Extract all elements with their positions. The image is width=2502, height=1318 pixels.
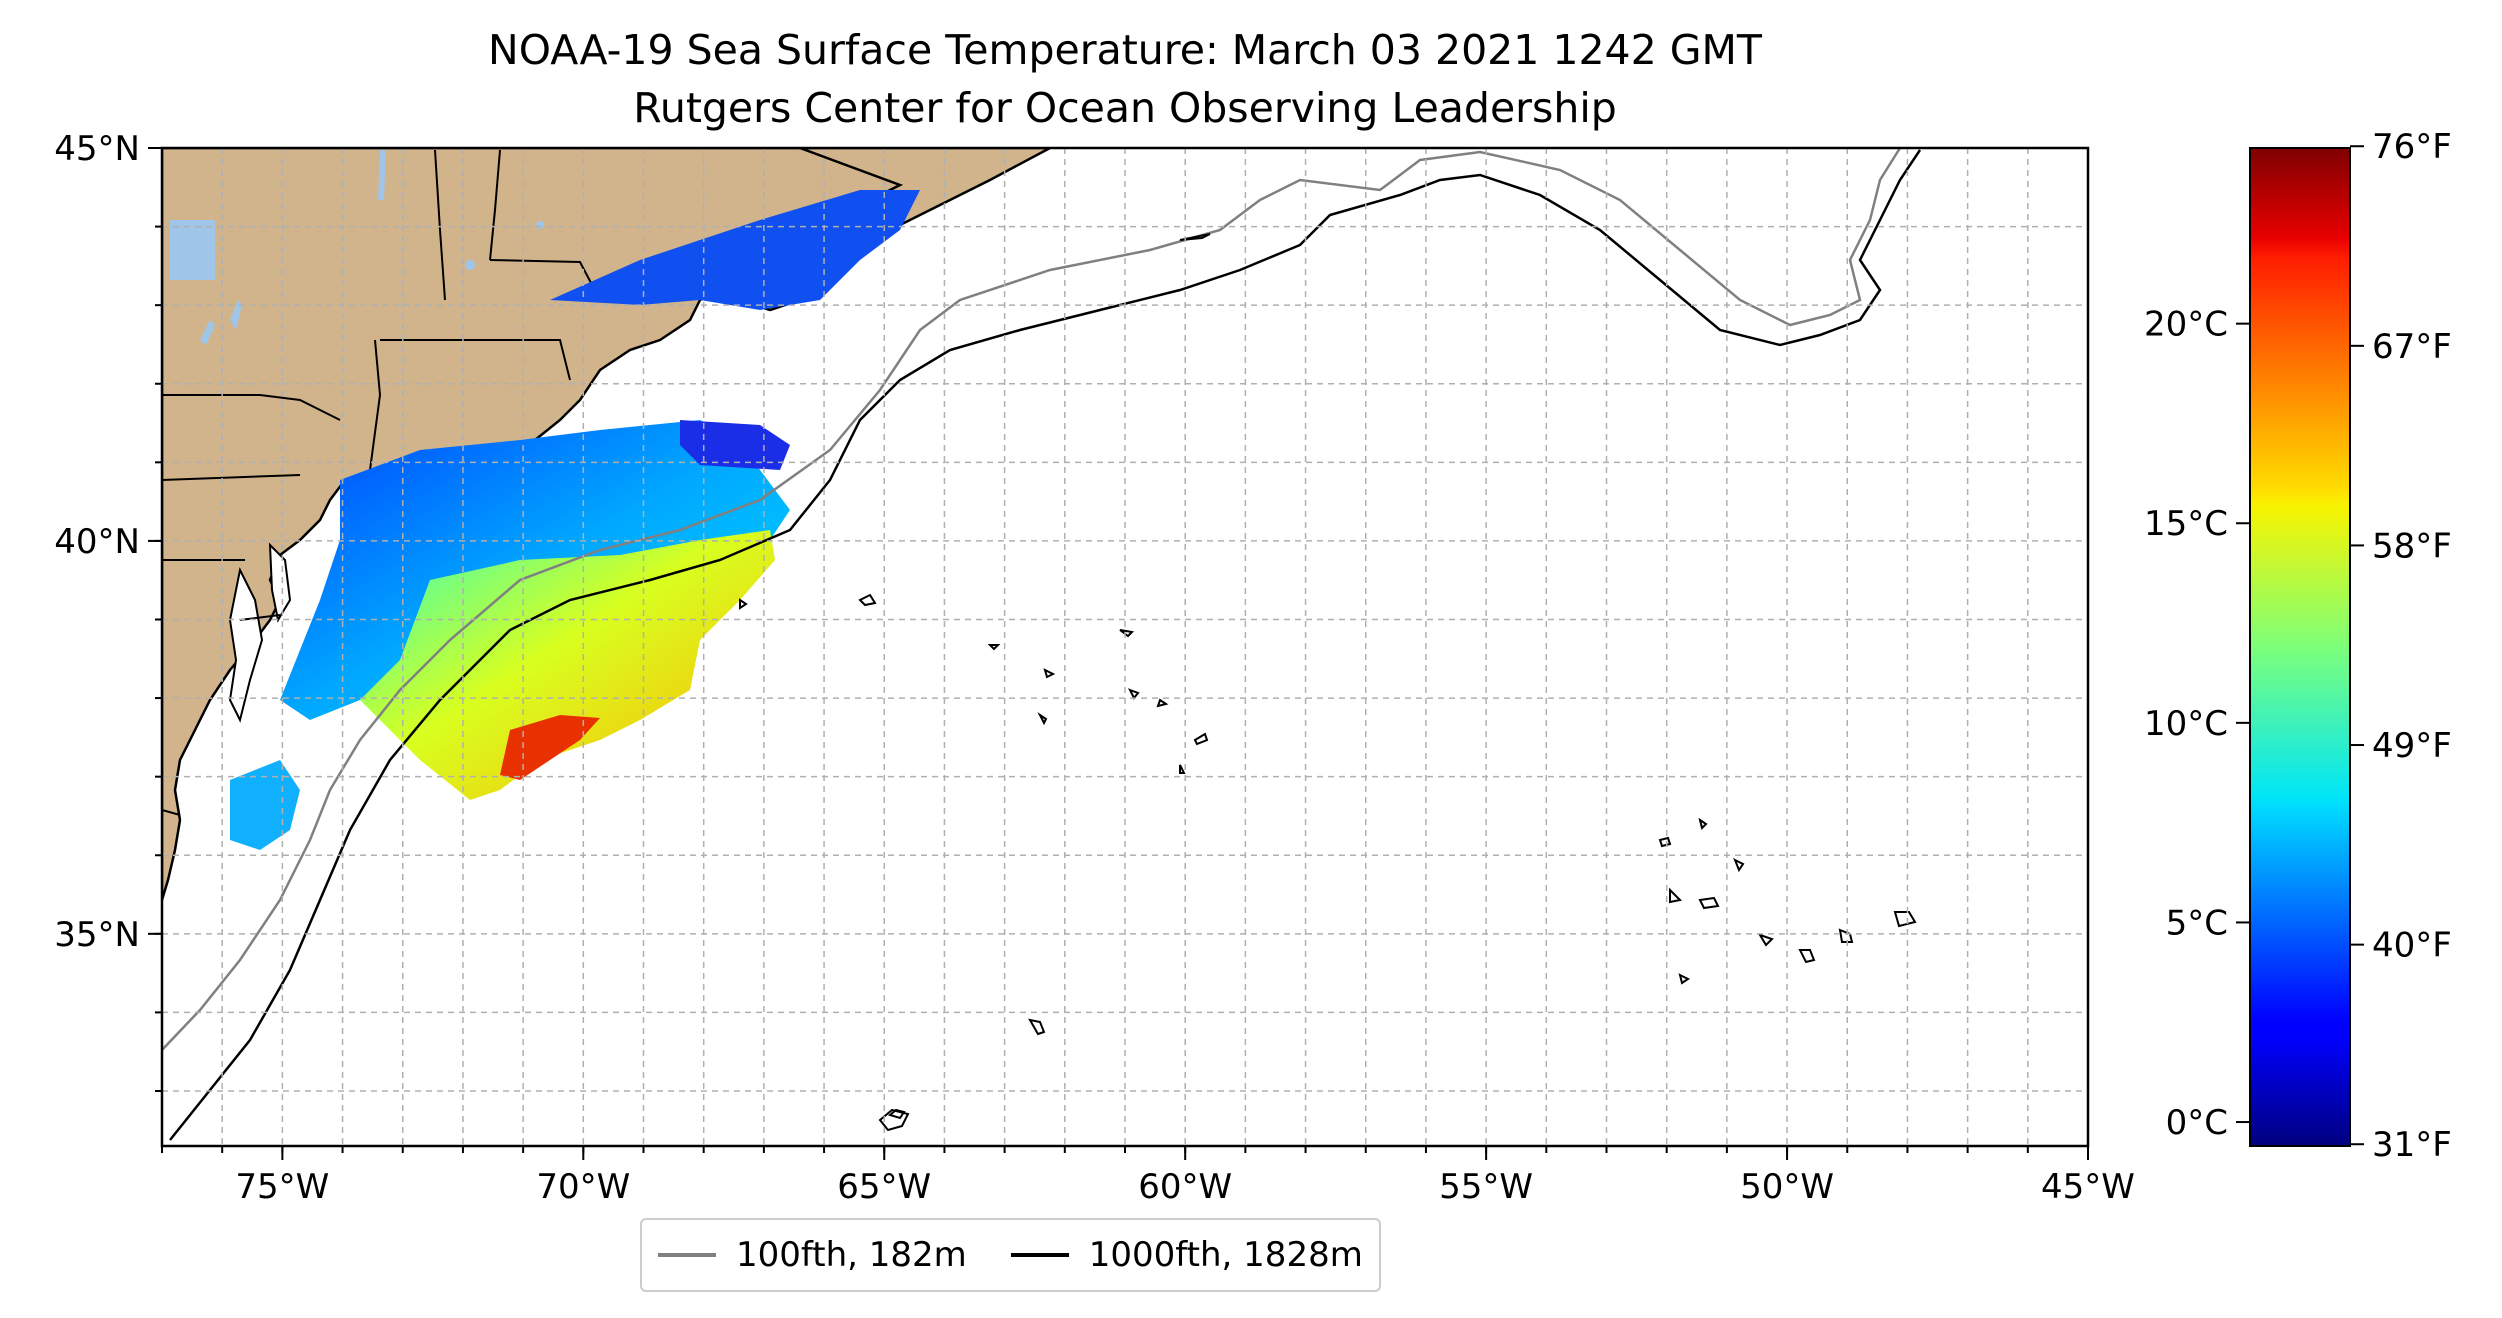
sst-gulf-of-maine xyxy=(550,190,920,310)
lon-tick-label: 65°W xyxy=(837,1167,931,1207)
axis-ticks xyxy=(148,147,2089,1160)
lat-tick-label: 45°N xyxy=(54,129,140,169)
sst-hot-eddy xyxy=(500,715,600,780)
colorbar-fahrenheit-ticks: 31°F 40°F 49°F 58°F 67°F 76°F xyxy=(2350,127,2452,1165)
colorbar-fahrenheit-label: 49°F xyxy=(2372,726,2452,766)
colorbar-celsius-label: 20°C xyxy=(2144,305,2228,345)
chart-subtitle: Rutgers Center for Ocean Observing Leade… xyxy=(633,84,1617,132)
colorbar-fahrenheit-label: 31°F xyxy=(2372,1125,2452,1165)
gridlines xyxy=(162,148,2088,1146)
colorbar-fahrenheit-label: 67°F xyxy=(2372,327,2452,367)
colorbar-celsius-label: 0°C xyxy=(2166,1103,2228,1143)
legend-line-gray-icon xyxy=(658,1253,716,1257)
lat-tick-label: 40°N xyxy=(54,522,140,562)
colorbar-fahrenheit-label: 58°F xyxy=(2372,526,2452,566)
colorbar-fahrenheit-label: 40°F xyxy=(2372,926,2452,966)
map-area xyxy=(162,148,2088,1146)
colorbar-celsius-label: 5°C xyxy=(2166,903,2228,943)
legend-item-1000fth: 1000fth, 1828m xyxy=(1010,1235,1363,1275)
lon-tick-label: 55°W xyxy=(1439,1167,1533,1207)
isobath-100fth xyxy=(162,148,1902,1051)
colorbar-celsius-ticks: 0°C 5°C 10°C 15°C 20°C xyxy=(2144,305,2250,1143)
seamounts xyxy=(739,233,1917,1132)
isobath-1000fth xyxy=(169,149,1922,1141)
colorbar-celsius-label: 15°C xyxy=(2144,504,2228,544)
lon-tick-label: 75°W xyxy=(235,1167,329,1207)
chart-title: NOAA-19 Sea Surface Temperature: March 0… xyxy=(488,26,1762,74)
sst-swath xyxy=(230,190,920,850)
legend: 100fth, 182m 1000fth, 1828m xyxy=(640,1218,1381,1292)
lon-tick-label: 50°W xyxy=(1740,1167,1834,1207)
lakes xyxy=(170,150,544,345)
sst-slope-warm xyxy=(360,530,775,800)
sst-blue-patch xyxy=(680,420,790,470)
lon-tick-label: 60°W xyxy=(1138,1167,1232,1207)
longitude-tick-labels: 75°W 70°W 65°W 60°W 55°W 50°W 45°W xyxy=(235,1167,2135,1207)
colorbar xyxy=(2249,147,2351,1147)
legend-label: 100fth, 182m xyxy=(736,1235,967,1275)
legend-line-black-icon xyxy=(1010,1253,1069,1257)
latitude-tick-labels: 35°N 40°N 45°N xyxy=(54,129,140,955)
lon-tick-label: 70°W xyxy=(536,1167,630,1207)
colorbar-fahrenheit-label: 76°F xyxy=(2372,127,2452,167)
lat-tick-label: 35°N xyxy=(54,915,140,955)
lon-tick-label: 45°W xyxy=(2041,1167,2135,1207)
sst-hatteras xyxy=(230,760,300,850)
colorbar-celsius-label: 10°C xyxy=(2144,704,2228,744)
legend-label: 1000fth, 1828m xyxy=(1088,1235,1363,1275)
legend-item-100fth: 100fth, 182m xyxy=(658,1235,967,1275)
bay xyxy=(228,566,264,723)
